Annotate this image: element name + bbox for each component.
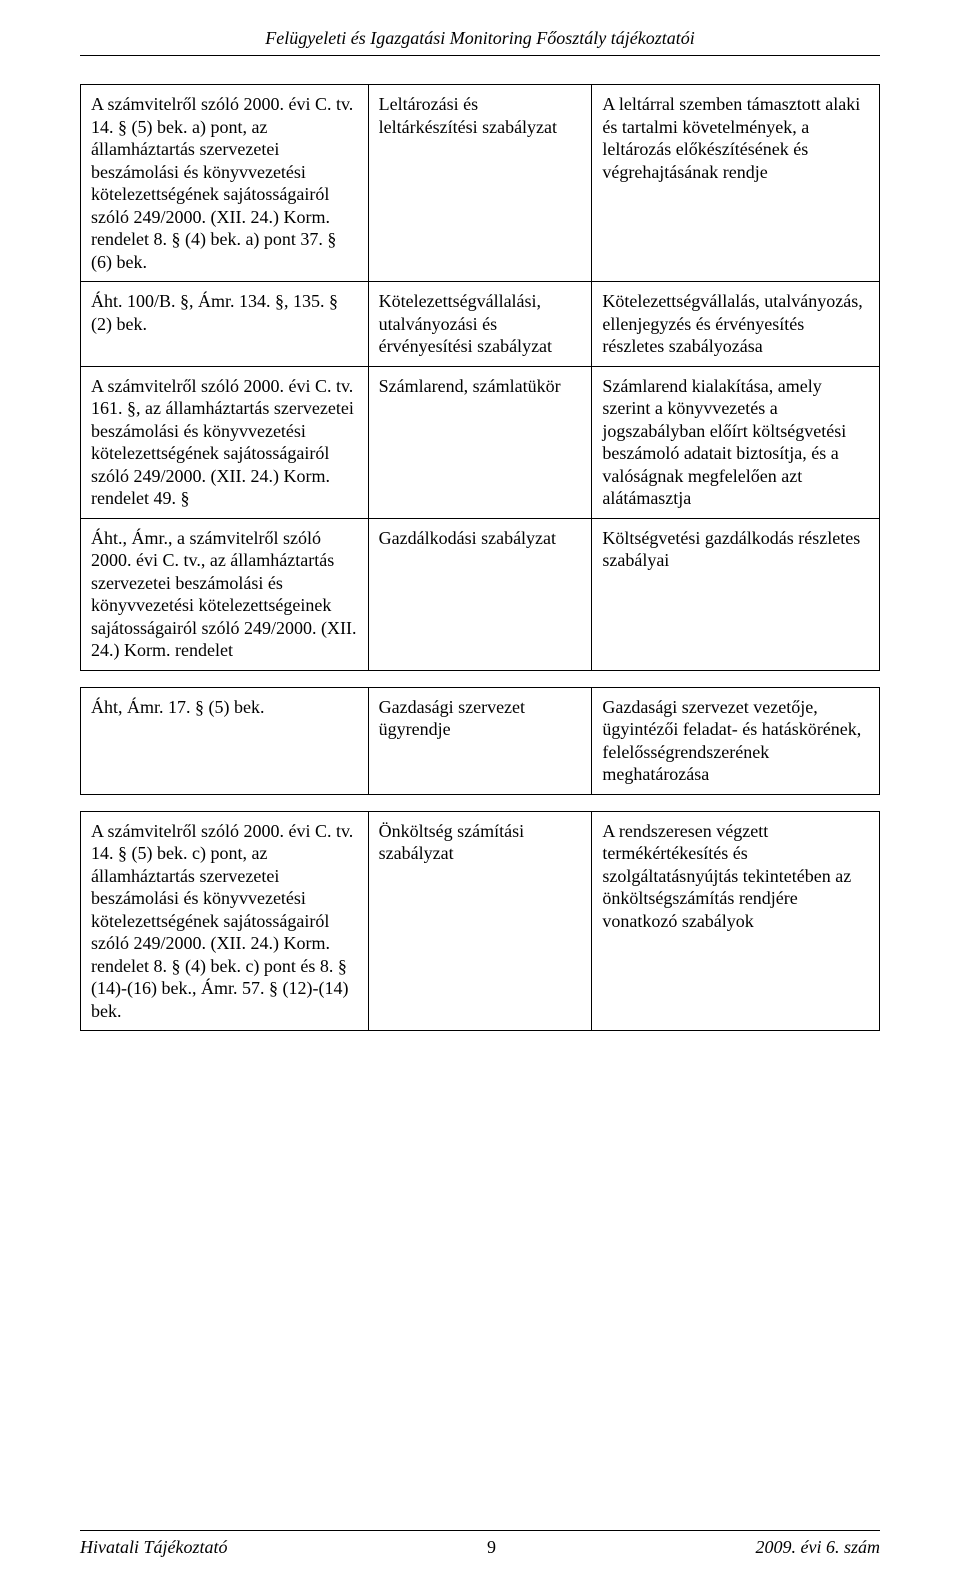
footer-rule [80,1530,880,1531]
cell-description: Kötelezettségvállalás, utalványozás, ell… [592,282,880,367]
table-row: A számvitelről szóló 2000. évi C. tv. 16… [81,366,880,518]
cell-description: Gazdasági szervezet vezetője, ügyintézői… [592,687,880,794]
cell-policy: Kötelezettségvállalási, utalványozási és… [368,282,592,367]
table-spacer [81,794,880,811]
cell-legal-ref: A számvitelről szóló 2000. évi C. tv. 14… [81,811,369,1031]
footer-line: Hivatali Tájékoztató 9 2009. évi 6. szám [80,1537,880,1558]
page-footer: Hivatali Tájékoztató 9 2009. évi 6. szám [80,1530,880,1558]
cell-description: Számlarend kialakítása, amely szerint a … [592,366,880,518]
running-header: Felügyeleti és Igazgatási Monitoring Főo… [80,28,880,56]
cell-description: A leltárral szemben támasztott alaki és … [592,85,880,282]
table-spacer [81,670,880,687]
cell-legal-ref: Áht, Ámr. 17. § (5) bek. [81,687,369,794]
cell-policy: Számlarend, számlatükör [368,366,592,518]
table-row: A számvitelről szóló 2000. évi C. tv. 14… [81,811,880,1031]
cell-legal-ref: Áht. 100/B. §, Ámr. 134. §, 135. § (2) b… [81,282,369,367]
footer-left: Hivatali Tájékoztató [80,1537,228,1558]
cell-policy: Leltározási és leltárkészítési szabályza… [368,85,592,282]
footer-right: 2009. évi 6. szám [756,1537,881,1558]
regulation-table: A számvitelről szóló 2000. évi C. tv. 14… [80,84,880,1031]
cell-policy: Önköltség számítási szabályzat [368,811,592,1031]
cell-description: Költségvetési gazdálkodás részletes szab… [592,518,880,670]
table-row: A számvitelről szóló 2000. évi C. tv. 14… [81,85,880,282]
cell-legal-ref: A számvitelről szóló 2000. évi C. tv. 14… [81,85,369,282]
cell-policy: Gazdálkodási szabályzat [368,518,592,670]
cell-legal-ref: Áht., Ámr., a számvitelről szóló 2000. é… [81,518,369,670]
table-row: Áht., Ámr., a számvitelről szóló 2000. é… [81,518,880,670]
cell-policy: Gazdasági szervezet ügyrendje [368,687,592,794]
table-row: Áht, Ámr. 17. § (5) bek. Gazdasági szerv… [81,687,880,794]
table-row: Áht. 100/B. §, Ámr. 134. §, 135. § (2) b… [81,282,880,367]
cell-description: A rendszeresen végzett termékértékesítés… [592,811,880,1031]
cell-legal-ref: A számvitelről szóló 2000. évi C. tv. 16… [81,366,369,518]
page: Felügyeleti és Igazgatási Monitoring Főo… [0,0,960,1584]
page-number: 9 [487,1537,496,1558]
